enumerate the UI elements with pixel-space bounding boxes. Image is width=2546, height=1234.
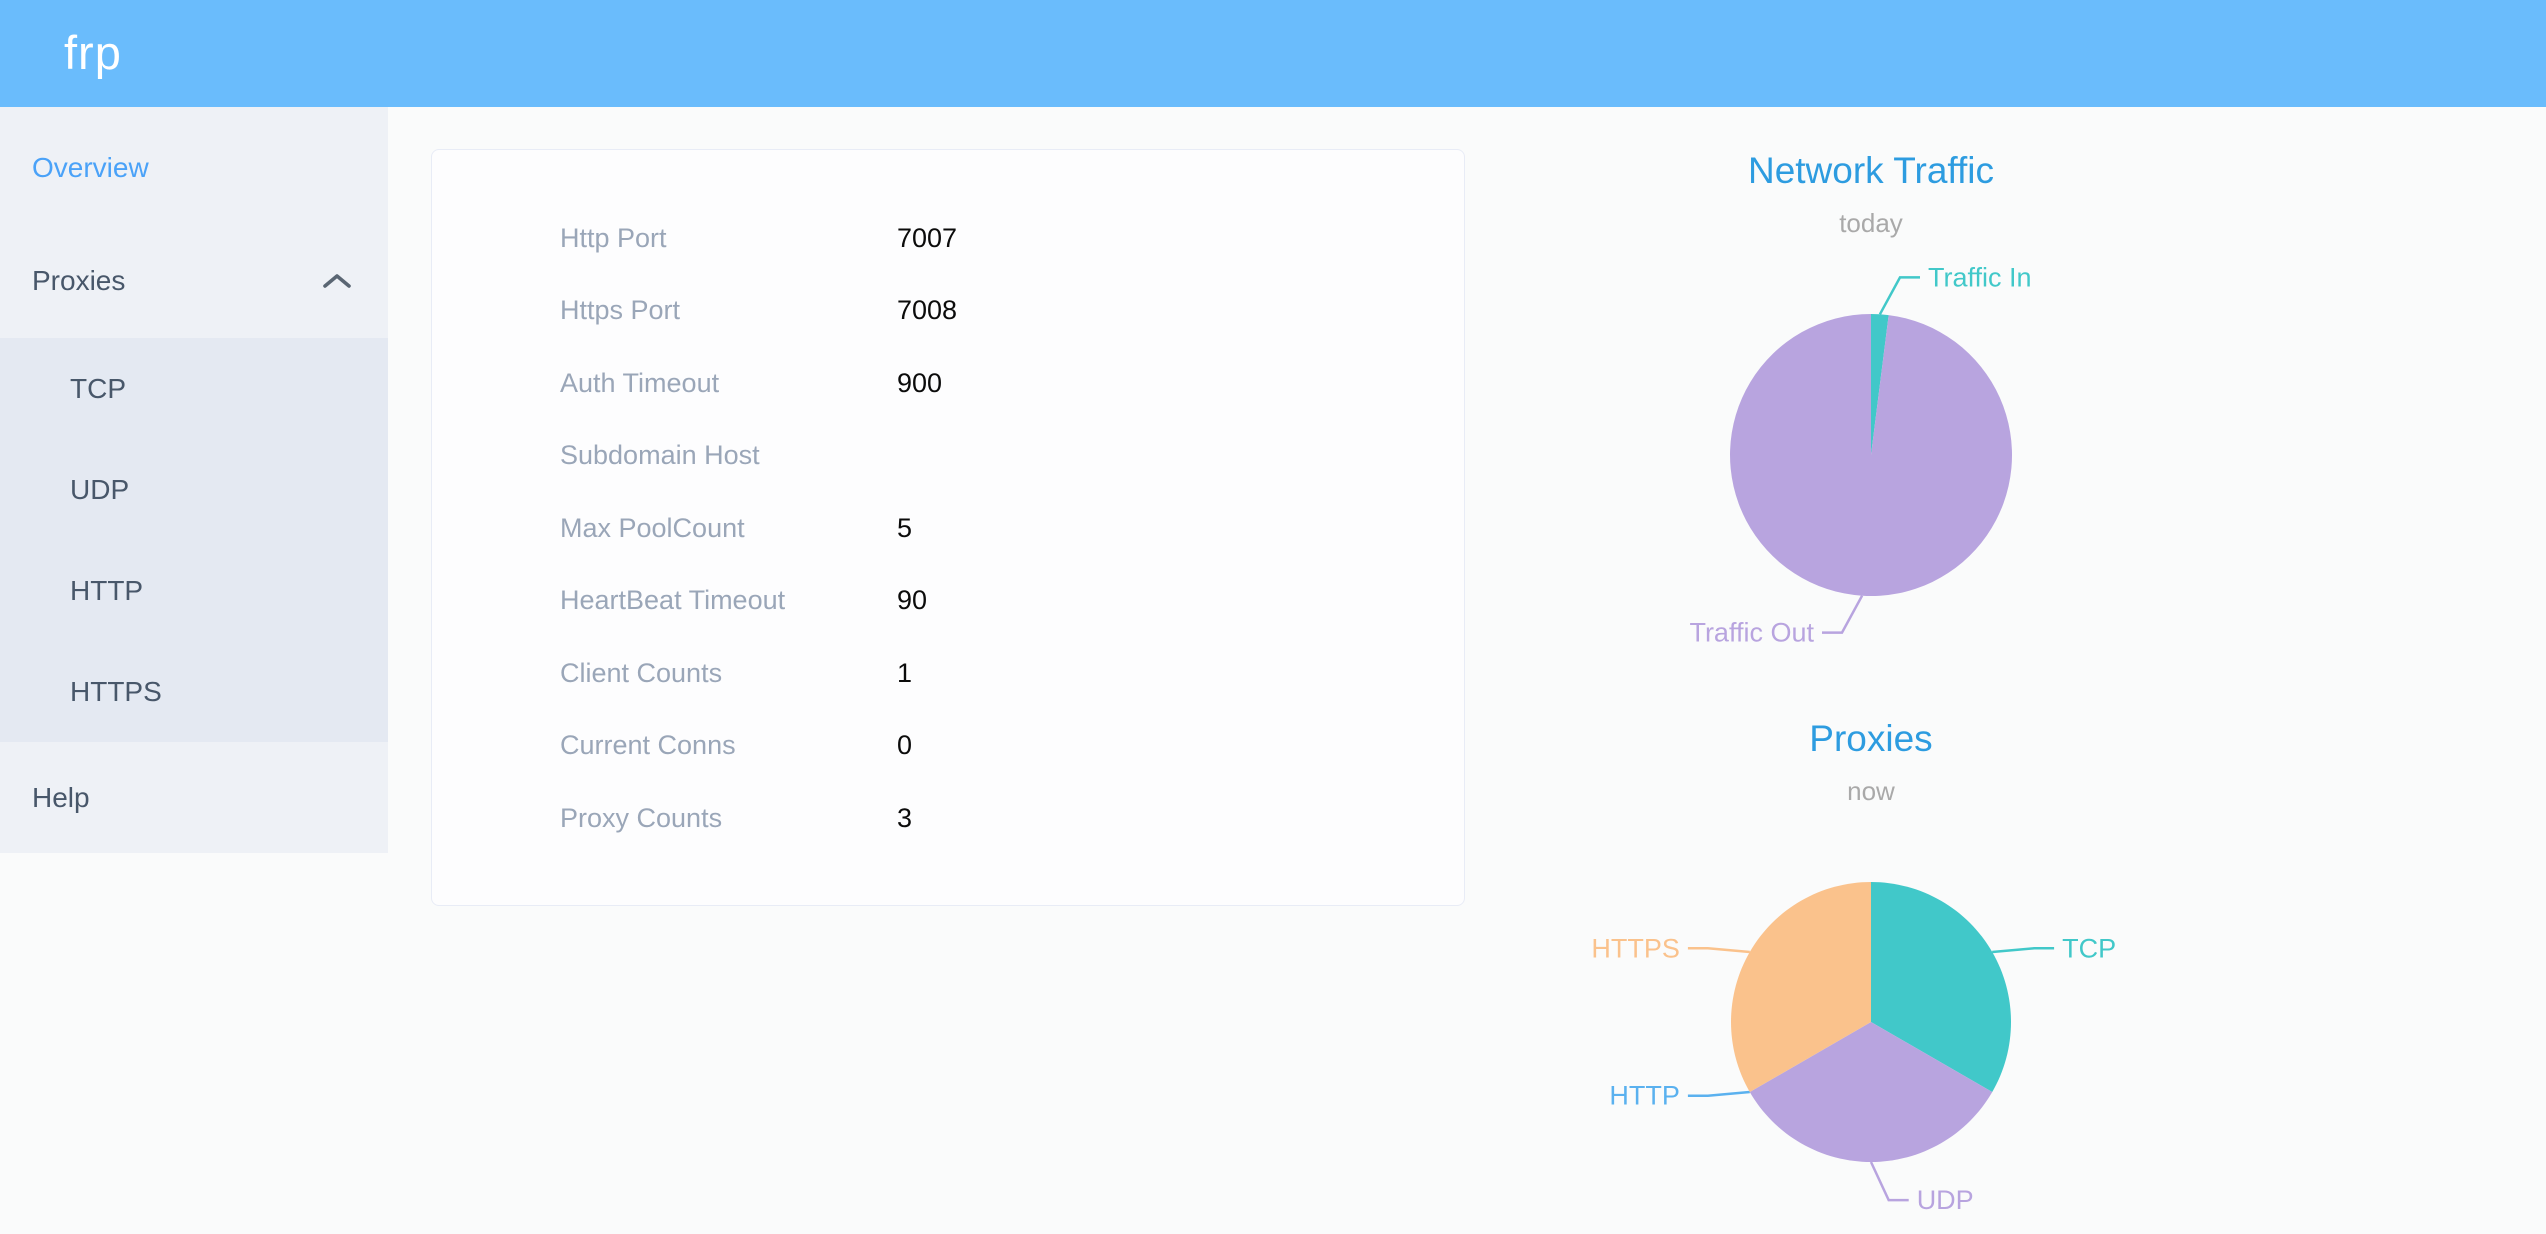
sidebar-item-tcp-label: TCP [70, 372, 126, 404]
network-traffic-subtitle: today [1839, 208, 1903, 238]
proxies-submenu: TCP UDP HTTP HTTPS [0, 338, 388, 742]
pie-slice-tcp[interactable] [1871, 882, 2011, 1092]
info-row: HeartBeat Timeout 90 [432, 565, 1464, 638]
info-row: Proxy Counts 3 [432, 782, 1464, 855]
proxies-subtitle: now [1847, 776, 1895, 806]
sidebar-item-help-label: Help [32, 781, 90, 813]
info-value: 0 [897, 730, 913, 761]
sidebar-item-http[interactable]: HTTP [0, 540, 388, 641]
pie-slice-traffic-in[interactable] [1871, 314, 1889, 455]
pie-label-line-tcp [1992, 947, 2055, 954]
pie-label-http: HTTP [1609, 1081, 1680, 1111]
network-traffic-title: Network Traffic [1747, 150, 1995, 191]
network-traffic-pie-chart: Traffic In Traffic Out [1689, 262, 2032, 648]
info-row: Client Counts 1 [432, 637, 1464, 710]
server-info-card: Http Port 7007 Https Port 7008 Auth Timeout 9… [431, 149, 1465, 906]
info-label: Proxy Counts [560, 802, 723, 833]
info-label: Client Counts [560, 657, 723, 688]
info-label: Http Port [560, 222, 667, 253]
pie-label-line-traffic-out [1822, 595, 1864, 634]
info-value: 7007 [897, 222, 958, 253]
pie-label-line-traffic-in [1878, 276, 1920, 315]
info-row: Current Conns 0 [432, 710, 1464, 783]
chevron-up-icon [323, 274, 351, 288]
pie-label-line-https [1687, 947, 1750, 954]
sidebar-item-udp[interactable]: UDP [0, 439, 388, 540]
info-label: Subdomain Host [560, 440, 760, 471]
info-row: Https Port 7008 [432, 275, 1464, 348]
sidebar-item-tcp[interactable]: TCP [0, 338, 388, 439]
pie-label-traffic-out: Traffic Out [1689, 618, 1814, 648]
proxies-chart-header: Proxies now [1546, 718, 2196, 807]
info-row: Max PoolCount 5 [432, 492, 1464, 565]
pie-label-tcp: TCP [2062, 933, 2116, 963]
info-label: HeartBeat Timeout [560, 585, 786, 616]
info-value: 90 [897, 585, 928, 616]
sidebar-item-help[interactable]: Help [0, 742, 388, 853]
sidebar-item-overview[interactable]: Overview [0, 124, 388, 212]
info-value: 5 [897, 512, 913, 543]
pie-label-https: HTTPS [1591, 933, 1680, 963]
app-header: frp [0, 0, 2546, 107]
sidebar-item-https[interactable]: HTTPS [0, 641, 388, 742]
sidebar: Overview Proxies TCP UDP HTTP HTTPS Help [0, 107, 388, 853]
sidebar-item-http-label: HTTP [70, 574, 144, 606]
sidebar-item-https-label: HTTPS [70, 675, 162, 707]
pie-slice-traffic-out[interactable] [1730, 314, 2013, 596]
info-label: Https Port [560, 295, 681, 326]
app-logo: frp [64, 26, 122, 79]
info-value: 900 [897, 367, 943, 398]
info-label: Max PoolCount [560, 512, 745, 543]
sidebar-item-overview-label: Overview [32, 152, 149, 183]
info-value: 1 [897, 657, 913, 688]
proxies-pie-chart: TCP UDP HTTP HTTPS [1591, 882, 2116, 1215]
info-row: Subdomain Host [432, 420, 1464, 493]
info-label: Auth Timeout [560, 367, 720, 398]
server-info-list: Http Port 7007 Https Port 7008 Auth Timeout 9… [432, 202, 1464, 855]
info-row: Auth Timeout 900 [432, 347, 1464, 420]
sidebar-item-proxies-label: Proxies [32, 265, 126, 296]
pie-slice-https[interactable] [1731, 882, 1871, 1092]
pie-label-line-http [1687, 1090, 1750, 1097]
sidebar-item-proxies[interactable]: Proxies [0, 237, 388, 325]
pie-label-line-udp [1869, 1161, 1909, 1202]
sidebar-item-udp-label: UDP [70, 473, 130, 505]
info-value: 7008 [897, 295, 958, 326]
info-value: 3 [897, 802, 913, 833]
network-traffic-chart-header: Network Traffic today [1546, 150, 2196, 239]
pie-label-traffic-in: Traffic In [1928, 262, 2032, 292]
proxies-title: Proxies [1809, 718, 1933, 759]
pie-slice-udp[interactable] [1749, 1022, 1993, 1162]
pie-label-udp: UDP [1917, 1185, 1974, 1215]
info-row: Http Port 7007 [432, 202, 1464, 275]
info-label: Current Conns [560, 730, 736, 761]
